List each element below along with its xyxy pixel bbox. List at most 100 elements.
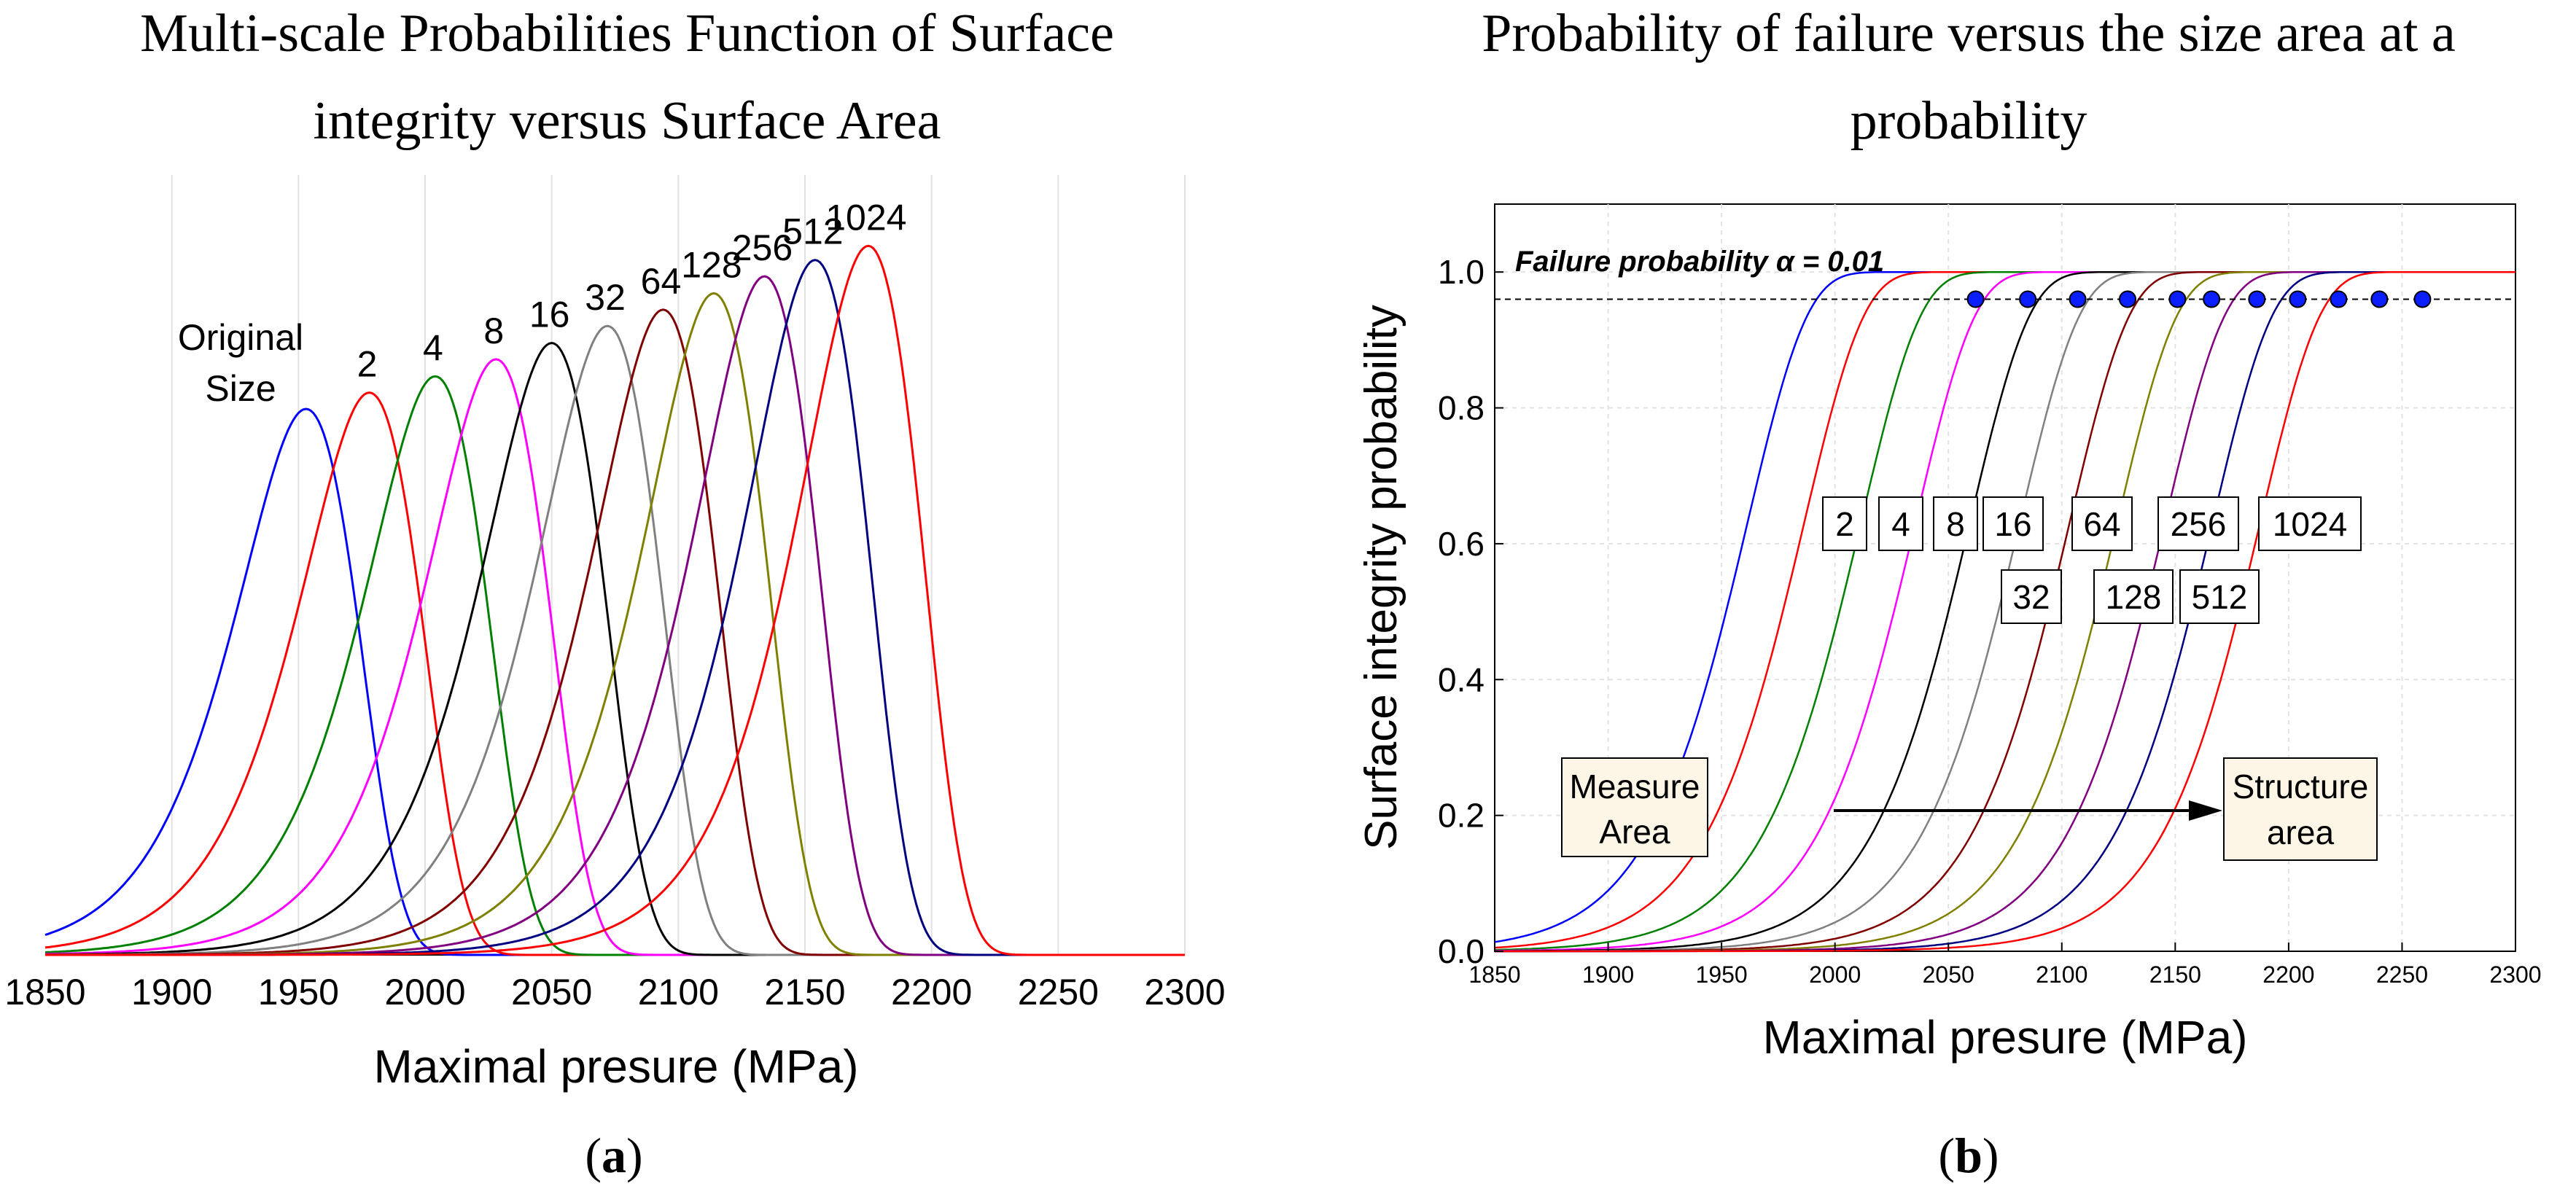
failure-point	[2289, 290, 2307, 308]
panel-a-x-tick-label: 2050	[511, 972, 592, 1012]
failure-point	[2330, 290, 2348, 308]
density-curve-label-16: 16	[529, 294, 570, 335]
panel-a-caption-letter: a	[602, 1128, 626, 1183]
panel-b-x-axis-label: Maximal presure (MPa)	[1762, 1011, 2247, 1064]
density-curve-32	[45, 324, 1185, 956]
density-curve-label-4: 4	[423, 327, 443, 368]
panel-a-x-tick-labels: 1850 1900 1950 2000 2050 2100 2150 2200 2250 2300	[4, 972, 1225, 1012]
panel-a-x-tick-label: 1950	[258, 972, 339, 1012]
panel-b-y-tick-label: 0.2	[1438, 797, 1484, 835]
panel-a-x-tick-label: 2100	[638, 972, 719, 1012]
size-label-box-256: 256	[2157, 496, 2239, 551]
size-label-box-4: 4	[1878, 496, 1923, 551]
density-curve-512	[45, 259, 1185, 956]
panel-b-y-tick-label: 0.4	[1438, 660, 1484, 698]
panel-b-x-tick-label: 1850	[1468, 961, 1520, 988]
panel-b-x-tick-label: 2050	[1923, 961, 1974, 988]
panel-b-caption: (b)	[1938, 1128, 1999, 1183]
panel-a: Multi-scale Probabilities Function of Su…	[4, 4, 1225, 1183]
panel-a-caption: (a)	[585, 1128, 642, 1183]
svg-text:2: 2	[1835, 505, 1854, 543]
panel-b-x-tick-label: 2150	[2149, 961, 2201, 988]
failure-points	[1966, 290, 2432, 308]
failure-point	[2019, 290, 2037, 308]
failure-point	[2203, 290, 2221, 308]
size-label-box-64: 64	[2071, 496, 2133, 551]
size-label-box-512: 512	[2179, 569, 2260, 624]
failure-point	[2370, 290, 2389, 308]
original-size-label-line1: Original	[178, 317, 303, 358]
panel-b-x-tick-label: 1950	[1696, 961, 1748, 988]
panel-a-x-tick-label: 1900	[131, 972, 212, 1012]
size-label-box-8: 8	[1933, 496, 1978, 551]
density-curve-label-1024: 1024	[825, 197, 906, 238]
density-curve-1024	[45, 244, 1185, 956]
cdf-curve-1024	[1495, 270, 2515, 953]
panel-b-x-tick-label: 2000	[1809, 961, 1861, 988]
panel-a-x-axis-label: Maximal presure (MPa)	[373, 1040, 858, 1093]
panel-a-x-tick-label: 2150	[764, 972, 845, 1012]
panel-b-title-line2: probability	[1851, 91, 2087, 151]
panel-b-x-tick-label: 2300	[2489, 961, 2541, 988]
measure-area-box: Measure Area	[1561, 757, 1708, 857]
failure-point	[2069, 290, 2087, 308]
failure-point	[2413, 290, 2432, 308]
panel-b-x-tick-label: 1900	[1582, 961, 1634, 988]
svg-text:128: 128	[2106, 578, 2162, 616]
failure-point	[2119, 290, 2136, 308]
density-curve-label-512: 512	[782, 211, 843, 252]
structure-area-line2: area	[2267, 813, 2334, 851]
failure-point	[2168, 290, 2187, 308]
size-label-box-32: 32	[2001, 569, 2062, 624]
panel-b-x-tick-labels: 1850 1900 1950 2000 2050 2100 2150 2200 2250 2300	[1468, 943, 2542, 988]
density-curve-label-128: 128	[681, 244, 742, 285]
panel-a-x-tick-label: 2250	[1018, 972, 1099, 1012]
panel-a-x-tick-label: 2200	[891, 972, 972, 1012]
size-label-box-16: 16	[1982, 496, 2044, 551]
panel-a-x-tick-label: 2000	[384, 972, 465, 1012]
panel-a-x-tick-label: 2300	[1144, 972, 1225, 1012]
svg-text:8: 8	[1946, 505, 1965, 543]
panel-a-title-line1: Multi-scale Probabilities Function of Su…	[140, 4, 1114, 63]
svg-text:64: 64	[2083, 505, 2120, 543]
size-label-box-1024: 1024	[2258, 496, 2362, 551]
failure-point	[1966, 290, 1985, 308]
panel-b-y-tick-label: 1.0	[1438, 253, 1484, 291]
panel-b-y-tick-labels: 0.0 0.2 0.4 0.6 0.8 1.0	[1438, 253, 1503, 970]
original-size-label-line2: Size	[205, 368, 276, 409]
panel-a-x-tick-label: 1850	[4, 972, 85, 1012]
svg-text:512: 512	[2192, 578, 2248, 616]
panel-b-y-tick-label: 0.0	[1438, 932, 1484, 970]
panel-b-x-tick-label: 2250	[2376, 961, 2428, 988]
panel-b-y-tick-label: 0.8	[1438, 389, 1484, 427]
structure-area-box: Structure area	[2223, 757, 2378, 861]
svg-text:16: 16	[1994, 505, 2031, 543]
svg-text:32: 32	[2012, 578, 2050, 616]
panel-b: Probability of failure versus the size a…	[1356, 4, 2542, 1183]
svg-text:1024: 1024	[2273, 505, 2347, 543]
size-arrow-head	[2189, 800, 2222, 821]
svg-text:4: 4	[1891, 505, 1910, 543]
failure-probability-annotation: Failure probability α = 0.01	[1515, 246, 1884, 278]
panel-b-x-tick-label: 2100	[2036, 961, 2087, 988]
panel-b-y-tick-label: 0.6	[1438, 525, 1484, 563]
size-label-box-128: 128	[2093, 569, 2174, 624]
panel-b-x-tick-label: 2200	[2262, 961, 2314, 988]
structure-area-line1: Structure	[2233, 768, 2369, 805]
density-curve-16	[44, 341, 1185, 956]
panel-a-curves	[44, 244, 1185, 956]
density-curve-label-256: 256	[732, 227, 793, 268]
panel-b-caption-letter: b	[1955, 1128, 1982, 1183]
panel-a-title-line2: integrity versus Surface Area	[314, 91, 941, 151]
density-curve-label-64: 64	[641, 261, 682, 302]
measure-area-line2: Area	[1599, 813, 1670, 851]
panel-b-y-axis-label: Surface integrity probability	[1356, 305, 1406, 850]
density-curve-label-2: 2	[357, 344, 378, 385]
measure-area-line1: Measure	[1570, 768, 1700, 805]
panel-b-title-line1: Probability of failure versus the size a…	[1482, 4, 2456, 63]
svg-text:256: 256	[2171, 505, 2227, 543]
failure-point	[2248, 290, 2266, 308]
density-curve-label-8: 8	[483, 311, 504, 351]
